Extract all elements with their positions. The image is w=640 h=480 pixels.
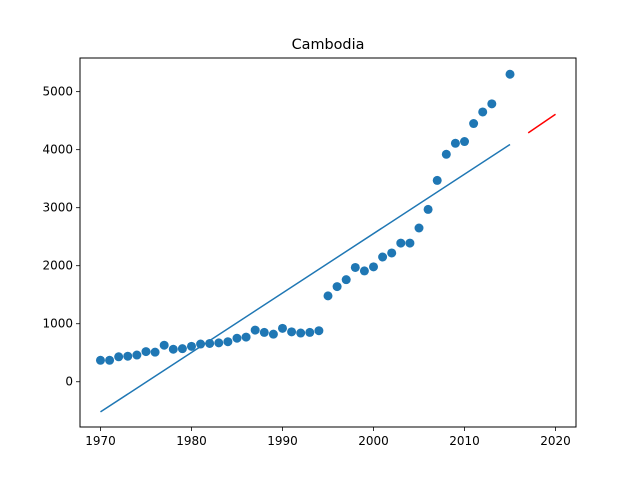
y-tick-label: 1000 [42, 317, 73, 331]
data-point [268, 329, 278, 339]
data-point [460, 137, 470, 147]
data-point [305, 327, 315, 337]
data-point [396, 238, 406, 248]
y-axis: 0 1000 2000 3000 4000 5000 [42, 85, 80, 389]
data-point [378, 252, 388, 262]
data-point [405, 238, 415, 248]
y-tick-label: 2000 [42, 259, 73, 273]
data-point [105, 355, 115, 365]
data-point [168, 344, 178, 354]
data-point [250, 325, 260, 335]
data-point [387, 248, 397, 258]
chart-title: Cambodia [292, 37, 365, 53]
data-point [332, 282, 342, 292]
data-point [196, 339, 206, 349]
data-point [141, 347, 151, 357]
data-point [177, 344, 187, 354]
x-tick-label: 2010 [449, 434, 480, 448]
data-point [259, 327, 269, 337]
data-point [314, 326, 324, 336]
data-point [296, 328, 306, 338]
data-point [478, 107, 488, 117]
data-point [95, 355, 105, 365]
data-point [423, 204, 433, 214]
plot-frame [79, 57, 577, 428]
x-axis: 1970 1980 1990 2000 2010 2020 [85, 427, 571, 448]
plot-area [80, 58, 576, 427]
data-point [123, 351, 133, 361]
data-point [159, 340, 169, 350]
data-point [287, 327, 297, 337]
data-point [441, 149, 451, 159]
data-points [95, 69, 515, 365]
data-point [223, 337, 233, 347]
data-point [414, 223, 424, 233]
x-tick-label: 1990 [267, 434, 298, 448]
fit-line-layer [100, 143, 511, 413]
data-point [232, 333, 242, 343]
data-point [205, 338, 215, 348]
data-point [505, 69, 515, 79]
data-point [241, 332, 251, 342]
data-point [214, 338, 224, 348]
x-tick-label: 2020 [540, 434, 571, 448]
forecast-line [527, 113, 556, 134]
data-point [323, 291, 333, 301]
x-tick-label: 2000 [358, 434, 389, 448]
data-point [150, 347, 160, 357]
x-tick-label: 1970 [85, 434, 116, 448]
forecast-line-layer [527, 113, 556, 134]
data-point [350, 262, 360, 272]
y-tick-label: 5000 [42, 85, 73, 99]
data-point [341, 275, 351, 285]
x-tick-label: 1980 [176, 434, 207, 448]
data-point [186, 341, 196, 351]
data-point [277, 323, 287, 333]
data-point [359, 266, 369, 276]
data-point [132, 350, 142, 360]
data-point [114, 352, 124, 362]
y-tick-label: 0 [65, 375, 73, 389]
data-point [450, 138, 460, 148]
data-point [369, 262, 379, 272]
data-point [469, 119, 479, 129]
y-tick-label: 4000 [42, 143, 73, 157]
data-point [487, 99, 497, 109]
fit-line [100, 143, 511, 413]
y-tick-label: 3000 [42, 201, 73, 215]
data-point [432, 175, 442, 185]
